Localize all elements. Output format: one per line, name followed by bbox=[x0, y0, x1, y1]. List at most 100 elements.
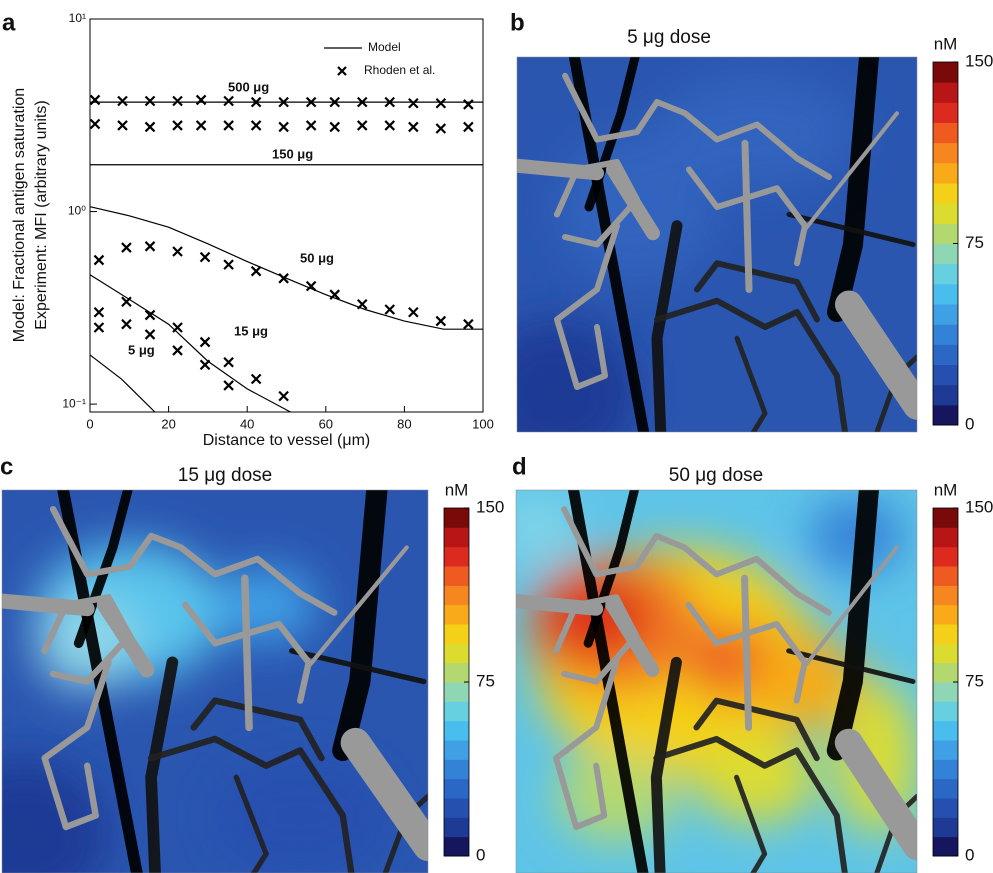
colorbar-band bbox=[933, 143, 958, 164]
colorbar-tick-label: 0 bbox=[965, 845, 974, 864]
colorbar-band bbox=[933, 365, 958, 386]
vessel bbox=[745, 143, 749, 289]
colorbar-band bbox=[933, 163, 958, 184]
colorbar-band bbox=[933, 223, 958, 244]
colorbar-band bbox=[933, 304, 958, 325]
y-tick-label: 10¹ bbox=[69, 11, 86, 25]
colorbar-band bbox=[444, 643, 469, 663]
heatmap bbox=[496, 482, 917, 873]
colorbar-band bbox=[933, 585, 958, 605]
colorbar-band bbox=[933, 344, 958, 365]
colorbar-band bbox=[444, 721, 469, 741]
line-label: 5 μg bbox=[128, 342, 155, 357]
data-cross bbox=[224, 97, 233, 106]
data-cross bbox=[358, 121, 367, 130]
y-axis-label: Model: Fractional antigen saturation bbox=[11, 88, 28, 342]
data-cross bbox=[224, 121, 233, 130]
colorbar-band bbox=[444, 817, 469, 837]
x-tick-label: 40 bbox=[240, 416, 254, 431]
colorbar-band bbox=[933, 508, 958, 528]
data-cross bbox=[436, 317, 445, 326]
data-cross bbox=[91, 95, 100, 104]
colorbar-band bbox=[933, 264, 958, 285]
colorbar-tick-label: 75 bbox=[965, 671, 984, 690]
data-cross bbox=[197, 121, 206, 130]
colorbar-band bbox=[444, 663, 469, 683]
vessel bbox=[245, 578, 249, 727]
data-cross bbox=[224, 381, 233, 390]
heatmap bbox=[477, 50, 917, 470]
heatmap bbox=[0, 482, 428, 873]
data-cross bbox=[201, 360, 210, 369]
field-blob bbox=[215, 758, 385, 873]
colorbar-label: nM bbox=[934, 34, 958, 53]
panel-title: 15 μg dose bbox=[178, 465, 272, 486]
x-tick-label: 0 bbox=[86, 416, 93, 431]
colorbar-band bbox=[933, 798, 958, 818]
colorbar-tick-label: 150 bbox=[965, 51, 993, 70]
colorbar-band bbox=[933, 605, 958, 625]
colorbar-band bbox=[933, 102, 958, 123]
data-cross bbox=[146, 97, 155, 106]
field-blob bbox=[215, 567, 317, 644]
data-cross bbox=[436, 99, 445, 108]
colorbar-band bbox=[444, 585, 469, 605]
line-label: 150 μg bbox=[272, 146, 313, 161]
panel-letter: b bbox=[510, 9, 525, 36]
colorbar-band bbox=[444, 605, 469, 625]
colorbar-band bbox=[933, 643, 958, 663]
colorbar-band bbox=[444, 779, 469, 799]
data-cross bbox=[307, 282, 316, 291]
data-cross bbox=[358, 300, 367, 309]
colorbar-band bbox=[933, 682, 958, 702]
colorbar-tick-label: 150 bbox=[476, 497, 504, 516]
data-cross bbox=[173, 97, 182, 106]
colorbar-band bbox=[444, 547, 469, 567]
data-cross bbox=[146, 242, 155, 251]
data-cross bbox=[146, 122, 155, 131]
field bbox=[496, 482, 917, 873]
data-cross bbox=[201, 338, 210, 347]
data-cross bbox=[464, 100, 473, 109]
line-label: 15 μg bbox=[234, 323, 268, 338]
colorbar-tick-label: 0 bbox=[476, 845, 485, 864]
line-label: 500 μg bbox=[228, 79, 269, 94]
data-cross bbox=[173, 247, 182, 256]
y-tick-label: 10⁻¹ bbox=[62, 396, 86, 410]
colorbar-label: nM bbox=[934, 480, 958, 499]
data-cross bbox=[173, 323, 182, 332]
colorbar-band bbox=[444, 837, 469, 857]
data-cross bbox=[436, 124, 445, 133]
colorbar-band bbox=[933, 183, 958, 204]
colorbar-label: nM bbox=[445, 480, 469, 499]
colorbar-band bbox=[444, 759, 469, 779]
vessel bbox=[745, 578, 749, 727]
colorbar-band bbox=[933, 527, 958, 547]
data-cross bbox=[252, 267, 261, 276]
legend-cross bbox=[338, 67, 346, 75]
panel-letter: a bbox=[2, 9, 16, 36]
data-cross bbox=[91, 119, 100, 128]
model-line bbox=[90, 207, 483, 329]
colorbar-band bbox=[933, 817, 958, 837]
data-cross bbox=[224, 358, 233, 367]
data-cross bbox=[252, 121, 261, 130]
colorbar-band bbox=[933, 624, 958, 644]
model-line bbox=[90, 275, 290, 412]
x-tick-label: 100 bbox=[472, 416, 494, 431]
colorbar-band bbox=[933, 663, 958, 683]
model-line bbox=[90, 355, 155, 412]
colorbar-band bbox=[933, 324, 958, 345]
colorbar-band bbox=[933, 203, 958, 224]
field-blob bbox=[496, 490, 576, 567]
data-cross bbox=[464, 122, 473, 131]
colorbar-band bbox=[933, 721, 958, 741]
data-cross bbox=[307, 121, 316, 130]
field-blob bbox=[477, 320, 637, 470]
line-label: 50 μg bbox=[300, 250, 334, 265]
panel-letter: d bbox=[512, 453, 527, 480]
panel-title: 50 μg dose bbox=[669, 465, 763, 486]
colorbar-band bbox=[444, 566, 469, 586]
data-cross bbox=[118, 97, 127, 106]
data-cross bbox=[201, 253, 210, 262]
